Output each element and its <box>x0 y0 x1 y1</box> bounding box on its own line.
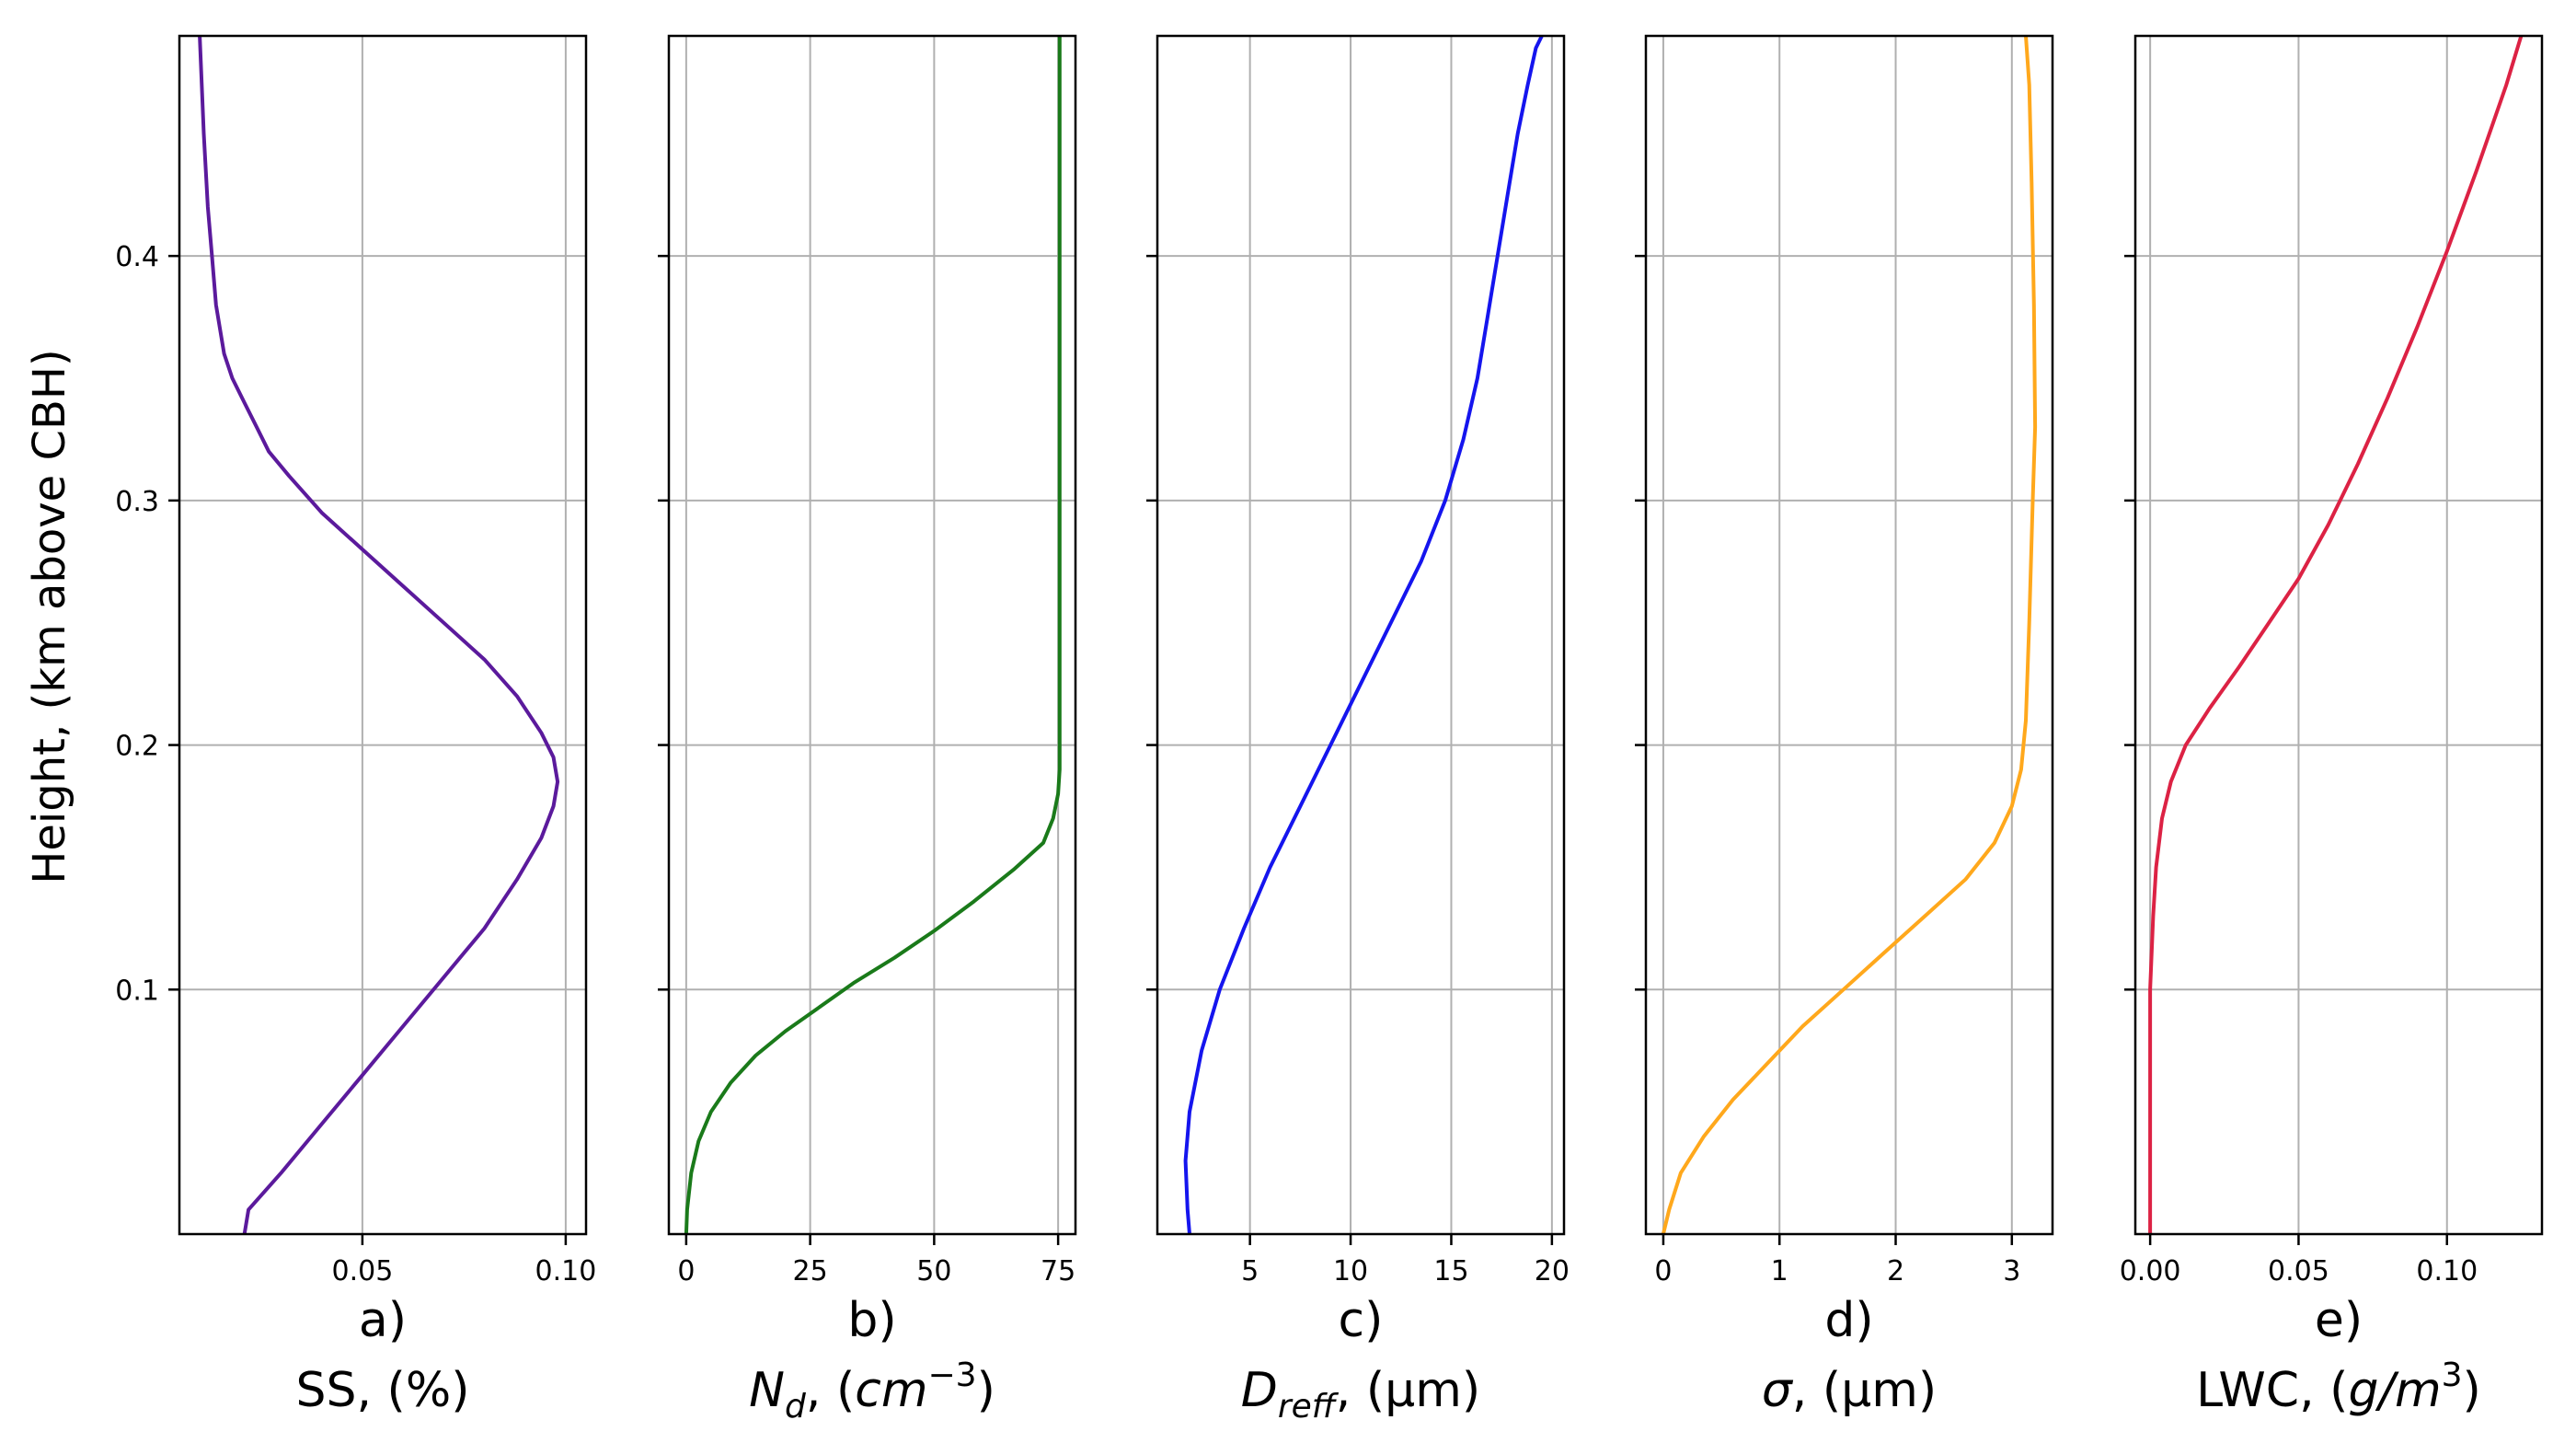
x-axis-label-part: g/m <box>2348 1363 2441 1418</box>
x-axis-label-part: μm <box>1841 1363 1918 1418</box>
x-tick-label: 0.05 <box>332 1255 394 1287</box>
x-tick-label: 10 <box>1333 1255 1368 1287</box>
x-axis-label-part: SS, (%) <box>295 1363 469 1418</box>
panel-label: c) <box>1339 1293 1384 1348</box>
axes-frame <box>1644 34 2054 1236</box>
x-tick-label: 0.05 <box>2268 1255 2329 1287</box>
axes-frame <box>667 34 1077 1236</box>
x-tick-label: 2 <box>1887 1255 1904 1287</box>
panel-5: 0.00 0.05 0.10 e) LWC, (g/m3) <box>2120 34 2544 1418</box>
x-axis-label: σ, (μm) <box>1762 1363 1937 1418</box>
x-axis-label-part: , ( <box>1792 1363 1841 1418</box>
panel-label: d) <box>1824 1293 1873 1348</box>
x-axis-label: LWC, (g/m3) <box>2196 1356 2481 1418</box>
y-axis-label: Height, (km above CBH) <box>24 349 75 883</box>
series-line <box>2148 36 2524 1234</box>
x-tick-label: 0.00 <box>2120 1255 2181 1287</box>
x-tick-label: 25 <box>793 1255 828 1287</box>
y-tick-label: 0.2 <box>115 731 159 763</box>
x-tick-label: 0 <box>1654 1255 1672 1287</box>
panel-3: 5 10 15 20 c) Dreff, (μm) <box>1146 34 1570 1426</box>
x-tick-label: 0.10 <box>2416 1255 2478 1287</box>
x-axis-label-part: μm <box>1385 1363 1462 1418</box>
panel-2: 0 25 50 75 b) Nd, (cm−3) <box>658 34 1077 1426</box>
x-axis-label-part: ) <box>1918 1363 1937 1418</box>
x-axis-label-part: , ( <box>806 1363 855 1418</box>
x-tick-label: 5 <box>1241 1255 1259 1287</box>
x-tick-label: 0.10 <box>535 1255 597 1287</box>
x-axis-label-part: ) <box>1462 1363 1480 1418</box>
x-tick-label: 0 <box>677 1255 695 1287</box>
panels: 0.05 0.100.10.20.30.4a)SS, (%)0 25 50 75b)Nd… <box>115 34 2544 1426</box>
panel-label: a) <box>359 1293 407 1348</box>
x-axis-label-part: 3 <box>2442 1356 2463 1394</box>
panel-1: 0.05 0.10 0.1 0.2 0.3 0.4 a) SS, (%) <box>115 34 597 1418</box>
panel-4: 0 1 2 3 d) σ, (μm) <box>1635 34 2054 1418</box>
x-tick-label: 1 <box>1771 1255 1788 1287</box>
y-tick-label: 0.1 <box>115 975 159 1007</box>
x-axis-label-part: LWC, ( <box>2196 1363 2348 1418</box>
x-tick-label: 20 <box>1535 1255 1570 1287</box>
axes-frame <box>178 34 588 1236</box>
series-line <box>1661 36 2038 1234</box>
series-line <box>198 36 560 1234</box>
panel-label: b) <box>847 1293 896 1348</box>
x-axis-label-part: σ <box>1762 1363 1794 1418</box>
series-line <box>1183 36 1544 1234</box>
x-axis-label-part: N <box>749 1363 785 1418</box>
x-axis-label-part: cm <box>855 1363 927 1418</box>
x-tick-label: 50 <box>916 1255 951 1287</box>
x-axis-label-part: D <box>1241 1363 1278 1418</box>
x-axis-label: Nd, (cm−3) <box>749 1356 995 1426</box>
x-axis-label-part: ) <box>977 1363 995 1418</box>
y-tick-label: 0.4 <box>115 241 159 273</box>
x-axis-label: SS, (%) <box>295 1363 469 1418</box>
x-axis-label-part: d <box>785 1388 807 1426</box>
x-axis-label: Dreff, (μm) <box>1241 1363 1480 1426</box>
x-axis-label-part: −3 <box>928 1356 977 1394</box>
axes-frame <box>1156 34 1566 1236</box>
x-axis-label-part: ) <box>2463 1363 2481 1418</box>
x-tick-label: 3 <box>2003 1255 2020 1287</box>
x-tick-label: 75 <box>1041 1255 1075 1287</box>
y-tick-label: 0.3 <box>115 486 159 518</box>
panel-label: e) <box>2315 1293 2363 1348</box>
x-tick-label: 15 <box>1433 1255 1468 1287</box>
series-line <box>684 36 1062 1234</box>
axes-frame <box>2133 34 2544 1236</box>
x-axis-label-part: reff <box>1278 1388 1340 1426</box>
x-axis-label-part: , ( <box>1336 1363 1385 1418</box>
